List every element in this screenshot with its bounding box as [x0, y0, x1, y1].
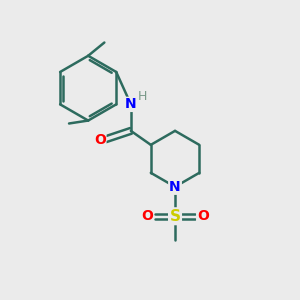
Text: O: O: [197, 209, 208, 223]
Text: N: N: [169, 180, 181, 194]
Text: N: N: [125, 98, 137, 111]
Text: O: O: [141, 209, 153, 223]
Text: O: O: [94, 133, 106, 147]
Text: H: H: [137, 90, 147, 103]
Text: S: S: [169, 209, 181, 224]
